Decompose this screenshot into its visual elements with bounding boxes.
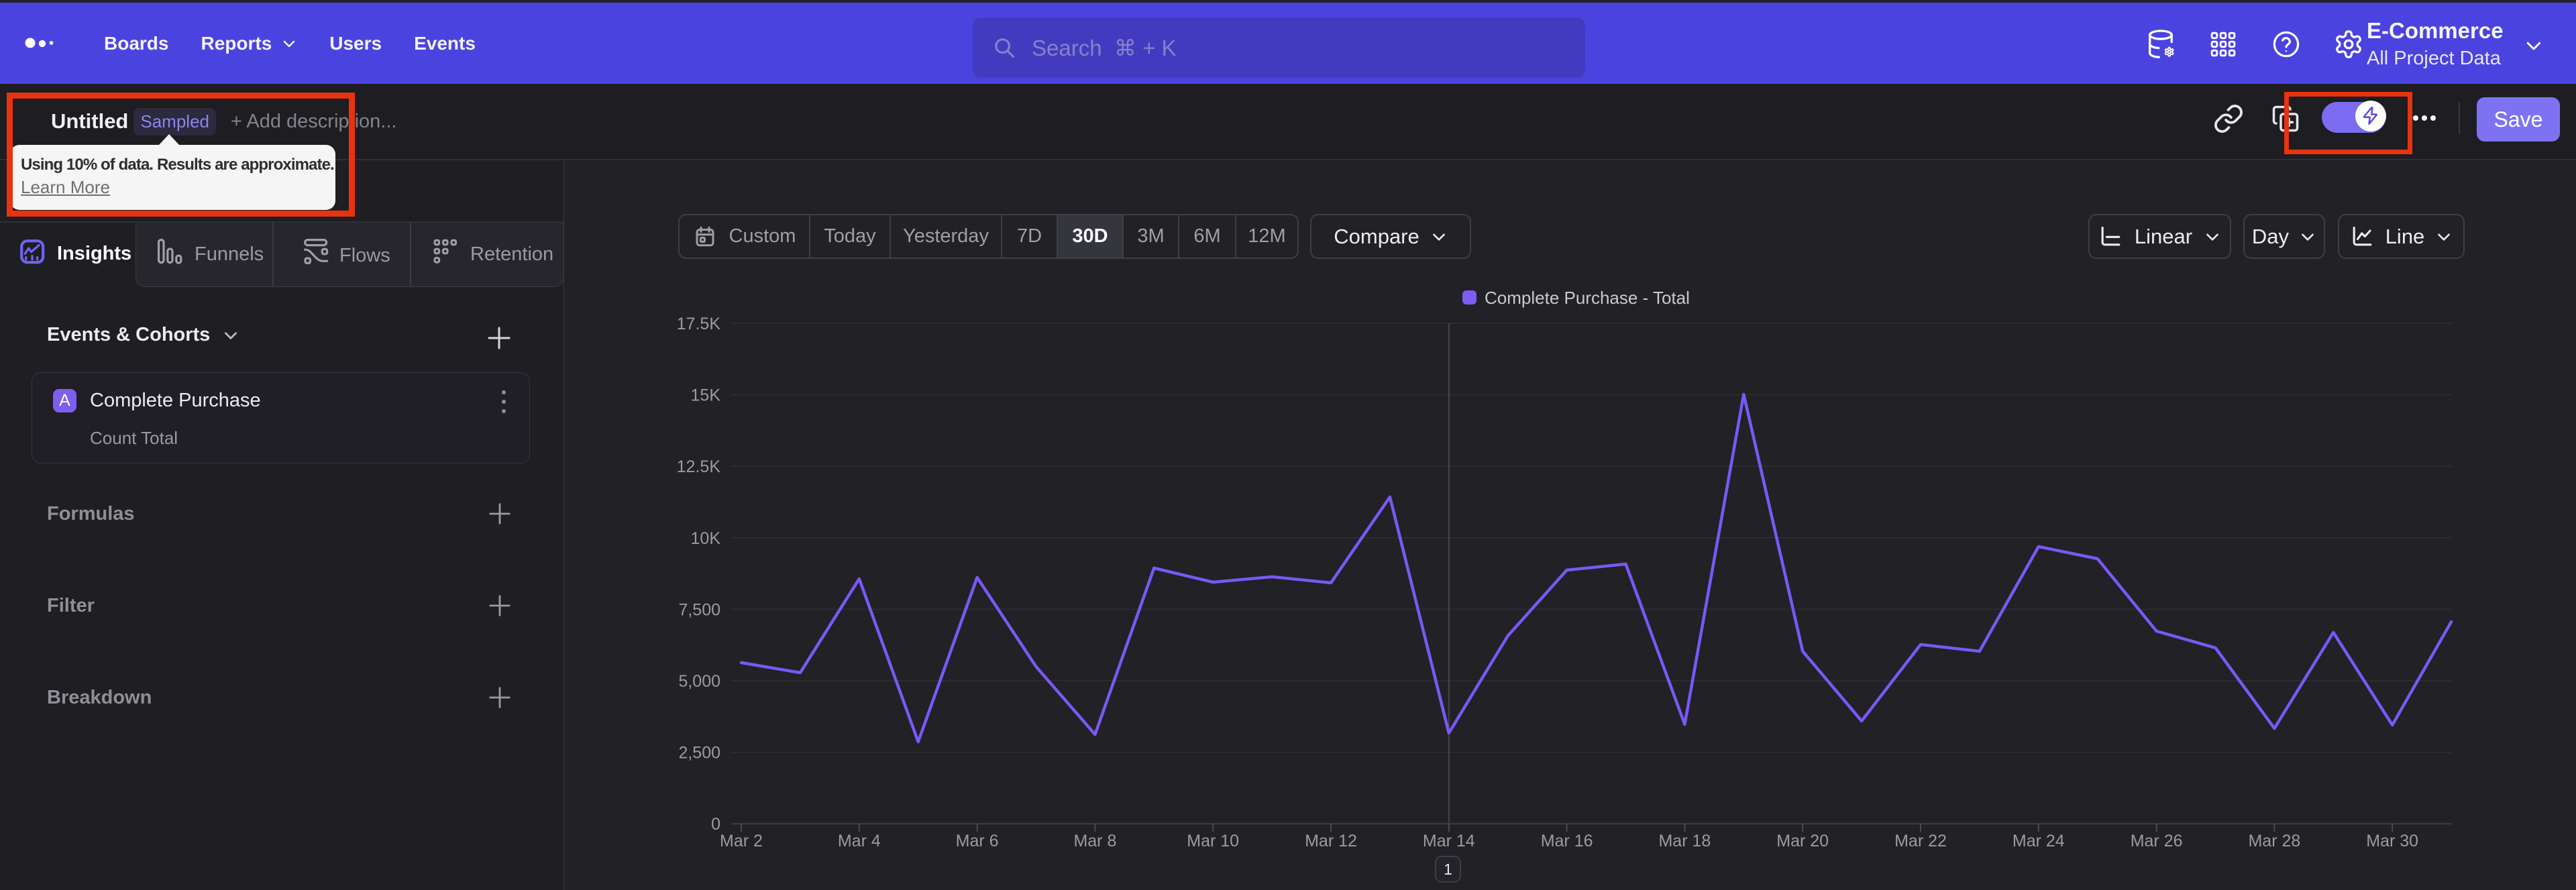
svg-text:Mar 16: Mar 16 [1541,832,1593,850]
svg-text:10K: 10K [691,529,721,548]
svg-text:Mar 6: Mar 6 [956,832,999,850]
svg-text:7,500: 7,500 [678,600,720,619]
svg-text:2,500: 2,500 [678,744,720,763]
svg-text:Mar 8: Mar 8 [1073,832,1116,850]
svg-text:12.5K: 12.5K [677,457,721,476]
svg-text:Mar 24: Mar 24 [2012,832,2065,850]
svg-text:Mar 2: Mar 2 [720,832,763,850]
svg-text:Complete Purchase - Total: Complete Purchase - Total [1485,288,1690,308]
svg-text:Mar 30: Mar 30 [2366,832,2418,850]
svg-text:Mar 28: Mar 28 [2248,832,2300,850]
svg-text:Mar 18: Mar 18 [1658,832,1711,850]
svg-text:Mar 26: Mar 26 [2131,832,2183,850]
svg-text:Mar 10: Mar 10 [1187,832,1239,850]
svg-text:0: 0 [711,815,720,834]
svg-text:Mar 14: Mar 14 [1423,832,1475,850]
svg-text:5,000: 5,000 [678,672,720,691]
svg-text:17.5K: 17.5K [677,315,721,333]
svg-text:Mar 22: Mar 22 [1894,832,1947,850]
svg-text:15K: 15K [691,386,721,405]
svg-text:Mar 12: Mar 12 [1305,832,1357,850]
svg-text:Mar 20: Mar 20 [1776,832,1829,850]
svg-text:Mar 4: Mar 4 [838,832,881,850]
